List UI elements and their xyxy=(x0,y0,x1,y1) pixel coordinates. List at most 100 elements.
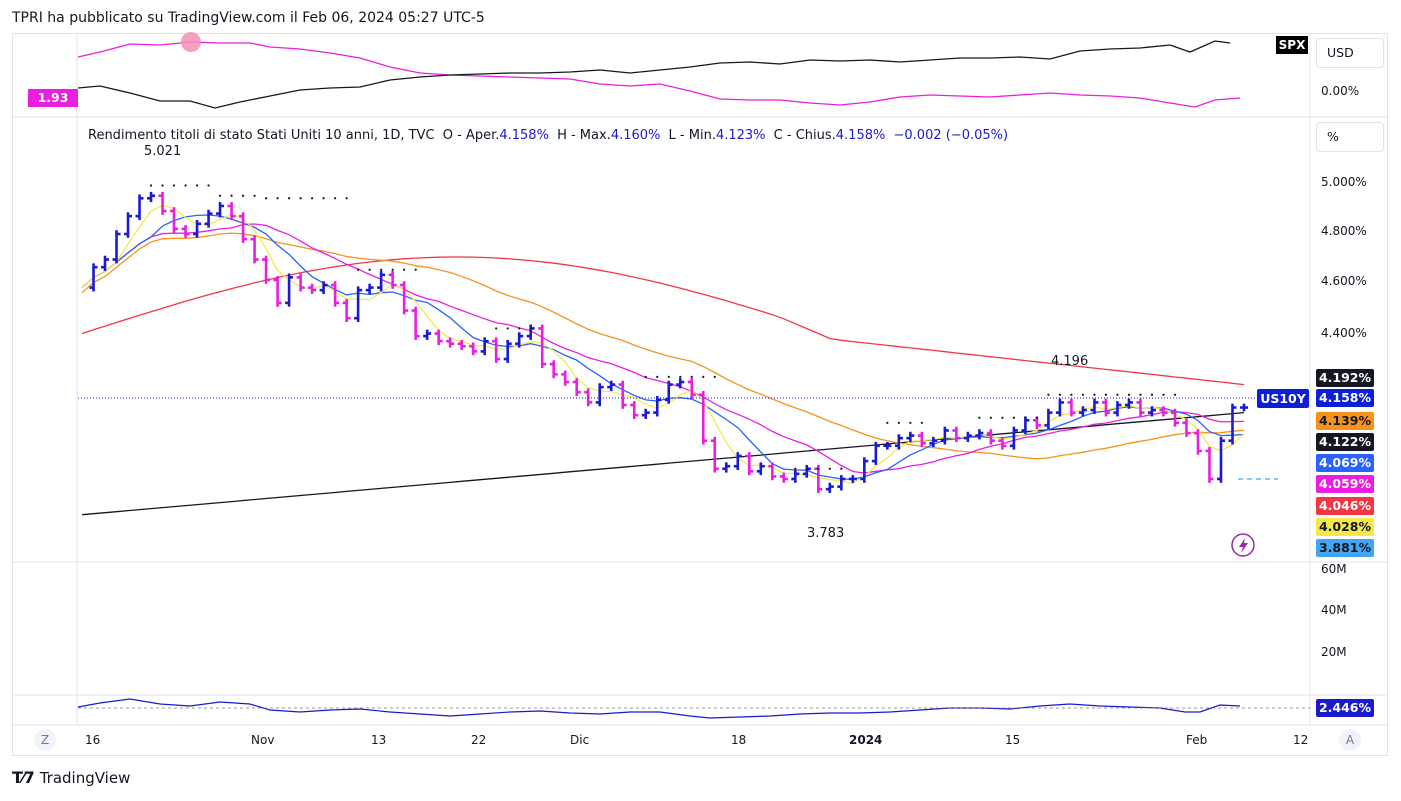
psar-dots xyxy=(149,184,1177,470)
psar-dot xyxy=(161,184,164,187)
axis-price-label: 4.139% xyxy=(1316,412,1374,430)
ma-20-line xyxy=(81,223,1245,474)
ohlc-bar xyxy=(400,281,409,315)
legend-high-label: H - Max. xyxy=(557,128,611,143)
psar-dot xyxy=(794,467,797,470)
ohlc-bar xyxy=(434,329,443,345)
ohlc-bar xyxy=(1009,426,1018,450)
psar-dot xyxy=(644,375,647,378)
time-tick: 18 xyxy=(731,733,747,747)
time-tick: 16 xyxy=(85,733,101,747)
ohlc-bar xyxy=(883,441,892,450)
currency-button[interactable]: USD xyxy=(1316,38,1384,68)
spx-symbol-tag[interactable]: SPX xyxy=(1276,36,1308,54)
ohlc-bar xyxy=(1159,406,1168,417)
ohlc-bar xyxy=(1055,398,1064,417)
psar-dot xyxy=(1012,416,1016,419)
percent-scale-button[interactable]: % xyxy=(1316,122,1384,152)
ohlc-bar xyxy=(676,378,685,389)
published-header: TPRI ha pubblicato su TradingView.com il… xyxy=(12,10,485,26)
ohlc-bar xyxy=(457,339,466,351)
ohlc-bar xyxy=(262,255,271,284)
ohlc-bar xyxy=(1113,401,1122,417)
price-tick: 4.800% xyxy=(1321,224,1367,238)
price-tick: 4.600% xyxy=(1321,274,1367,288)
moving-averages xyxy=(81,204,1245,516)
ohlc-bar xyxy=(250,235,259,264)
axis-price-label: 4.046% xyxy=(1316,497,1374,515)
psar-dot xyxy=(713,375,716,378)
psar-dot xyxy=(1058,393,1062,396)
price-tick: 5.000% xyxy=(1321,175,1367,189)
psar-dot xyxy=(1047,393,1050,396)
spx-compare-lines xyxy=(77,32,1241,109)
chart-legend: Rendimento titoli di stato Stati Uniti 1… xyxy=(88,128,1008,143)
psar-dot xyxy=(310,197,314,200)
lightning-alert-icon xyxy=(1231,533,1255,557)
psar-dot xyxy=(172,184,176,187)
psar-dot xyxy=(380,268,383,271)
psar-dot xyxy=(391,268,394,271)
price-bars xyxy=(89,191,1248,493)
ohlc-bar xyxy=(227,202,236,220)
time-tick: Dic xyxy=(570,733,590,747)
ohlc-bar xyxy=(733,452,742,471)
ohlc-bar xyxy=(124,212,133,238)
ohlc-bar xyxy=(986,429,995,445)
ohlc-bar xyxy=(1124,398,1133,409)
legend-close-value: 4.158% xyxy=(835,128,886,143)
volume-tick: 40M xyxy=(1321,603,1347,617)
psar-dot xyxy=(805,467,808,470)
zoom-reset-button[interactable]: Z xyxy=(34,729,56,751)
ohlc-bar xyxy=(239,212,248,243)
axis-price-label: 4.122% xyxy=(1316,433,1374,451)
tradingview-logo[interactable]: T⁄7 TradingView xyxy=(12,768,130,787)
ohlc-bar xyxy=(331,281,340,307)
ohlc-bar xyxy=(1216,436,1225,483)
us10y-symbol-tag[interactable]: US10Y xyxy=(1257,389,1309,408)
ohlc-bar xyxy=(1147,406,1156,417)
ohlc-bar xyxy=(1044,408,1053,430)
psar-dot xyxy=(1001,416,1004,419)
psar-dot xyxy=(1139,393,1142,396)
ohlc-bar xyxy=(216,202,225,218)
ohlc-bar xyxy=(1101,398,1110,417)
ohlc-bar xyxy=(112,230,121,264)
ohlc-bar xyxy=(308,283,317,294)
time-tick: 13 xyxy=(371,733,387,747)
psar-dot xyxy=(978,416,981,419)
psar-dot xyxy=(403,268,406,271)
legend-low-value: 4.123% xyxy=(715,128,766,143)
chart-frame xyxy=(12,33,1388,756)
spx-left-value: 1.93 xyxy=(28,89,78,107)
ohlc-bar xyxy=(538,324,547,368)
axis-price-label: 4.158% xyxy=(1316,389,1374,407)
auto-scale-button[interactable]: A xyxy=(1339,729,1361,751)
ohlc-bar xyxy=(1067,398,1076,417)
psar-dot xyxy=(1173,393,1177,396)
psar-dot xyxy=(1024,416,1027,419)
psar-dot xyxy=(495,327,498,330)
spx-magenta-line xyxy=(77,41,1241,108)
ohlc-bar xyxy=(158,191,167,215)
psar-dot xyxy=(195,184,199,187)
ohlc-bar xyxy=(296,273,305,292)
spx-marker xyxy=(181,32,201,52)
ohlc-bar xyxy=(779,472,788,483)
ohlc-bar xyxy=(825,482,834,493)
ohlc-bar xyxy=(1240,403,1248,412)
ohlc-bar xyxy=(411,306,420,340)
psar-dot xyxy=(702,375,705,378)
axis-price-label: 4.059% xyxy=(1316,475,1374,493)
psar-dot xyxy=(909,421,912,424)
time-tick: 2024 xyxy=(849,733,883,747)
legend-change: −0.002 (−0.05%) xyxy=(893,128,1009,143)
ohlc-bar xyxy=(1090,398,1099,414)
psar-dot xyxy=(368,268,371,271)
legend-high-value: 4.160% xyxy=(610,128,661,143)
psar-dot xyxy=(322,197,325,200)
legend-close-label: C - Chius. xyxy=(773,128,836,143)
psar-dot xyxy=(1093,393,1096,396)
ohlc-bar xyxy=(653,396,662,417)
